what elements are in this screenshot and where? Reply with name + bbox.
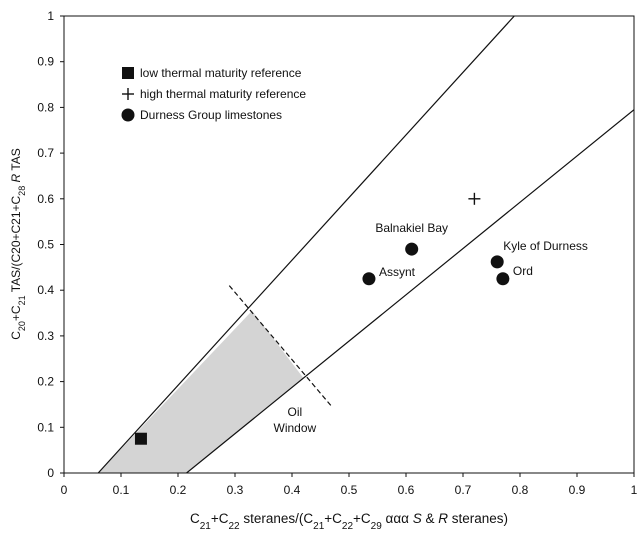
axis-label-part: C	[9, 331, 23, 340]
y-axis-label: C20+C21 TAS/(C20+C21+C28 R TAS	[9, 148, 27, 340]
data-point	[490, 255, 504, 269]
axis-label-part: &	[422, 511, 439, 526]
data-point	[134, 432, 147, 445]
x-tick-label: 0.4	[284, 483, 301, 497]
y-tick-label: 0.5	[37, 238, 54, 252]
y-tick-label: 0.4	[37, 283, 54, 297]
y-tick-label: 0.7	[37, 146, 54, 160]
x-tick-label: 0.1	[113, 483, 130, 497]
data-point	[405, 242, 419, 256]
x-tick-label: 0	[61, 483, 68, 497]
axis-label-part: 28	[17, 186, 27, 196]
y-tick-label: 0.6	[37, 192, 54, 206]
annotation-text: Oil	[288, 405, 303, 419]
y-tick-label: 1	[47, 9, 54, 23]
axis-label-part: 29	[371, 521, 383, 532]
axis-label-part: 21	[313, 521, 325, 532]
legend-marker	[122, 67, 134, 79]
axis-label-part: S	[413, 511, 422, 526]
data-point	[468, 192, 481, 205]
x-tick-label: 0.9	[569, 483, 586, 497]
legend-marker	[122, 88, 134, 100]
axis-label-part: C	[190, 511, 200, 526]
x-tick-label: 0.6	[398, 483, 415, 497]
x-tick-label: 0.5	[341, 483, 358, 497]
axis-label-part: +C	[211, 511, 229, 526]
y-tick-label: 0.3	[37, 329, 54, 343]
axis-label-part: 20	[17, 321, 27, 331]
y-tick-label: 0.9	[37, 55, 54, 69]
axis-label-part: 22	[342, 521, 354, 532]
annotation-text: Window	[274, 421, 317, 435]
axis-label-part: steranes/(C	[240, 511, 314, 526]
x-axis-label: C21+C22 steranes/(C21+C22+C29 ααα S & R …	[190, 511, 508, 532]
lower-boundary-line	[186, 109, 634, 473]
legend-marker	[121, 108, 135, 122]
x-tick-label: 0.8	[512, 483, 529, 497]
x-tick-label: 0.3	[227, 483, 244, 497]
axis-label-part: R	[9, 173, 23, 182]
legend-label: low thermal maturity reference	[140, 66, 302, 80]
axis-label-part: +C	[353, 511, 371, 526]
legend-label: high thermal maturity reference	[140, 87, 306, 101]
x-tick-label: 1	[631, 483, 638, 497]
data-point-label: Ord	[513, 264, 533, 278]
axis-label-part: +C	[324, 511, 342, 526]
x-tick-label: 0.7	[455, 483, 472, 497]
axis-label-part: 21	[17, 295, 27, 305]
axis-label-part: 22	[228, 521, 240, 532]
x-tick-label: 0.2	[170, 483, 187, 497]
data-point-label: Kyle of Durness	[503, 239, 588, 253]
y-tick-label: 0.8	[37, 100, 54, 114]
axis-label-part: TAS	[9, 148, 23, 174]
data-point	[496, 272, 510, 286]
oil-window-region	[98, 310, 304, 473]
y-tick-label: 0.2	[37, 375, 54, 389]
axis-label-part: R	[438, 511, 448, 526]
axis-label-part: 21	[200, 521, 212, 532]
axis-label-part: steranes)	[448, 511, 508, 526]
data-point-label: Balnakiel Bay	[375, 221, 448, 235]
data-point-label: Assynt	[379, 265, 416, 279]
axis-label-part: TAS/(C20+C21+C	[9, 195, 23, 295]
legend-label: Durness Group limestones	[140, 108, 282, 122]
y-tick-label: 0.1	[37, 420, 54, 434]
y-tick-label: 0	[47, 466, 54, 480]
axis-label-part: ααα	[382, 511, 413, 526]
data-point	[362, 272, 376, 286]
upper-boundary-line	[97, 16, 515, 473]
axis-label-part: +C	[9, 305, 23, 321]
oil-window-limit-line	[228, 285, 333, 408]
